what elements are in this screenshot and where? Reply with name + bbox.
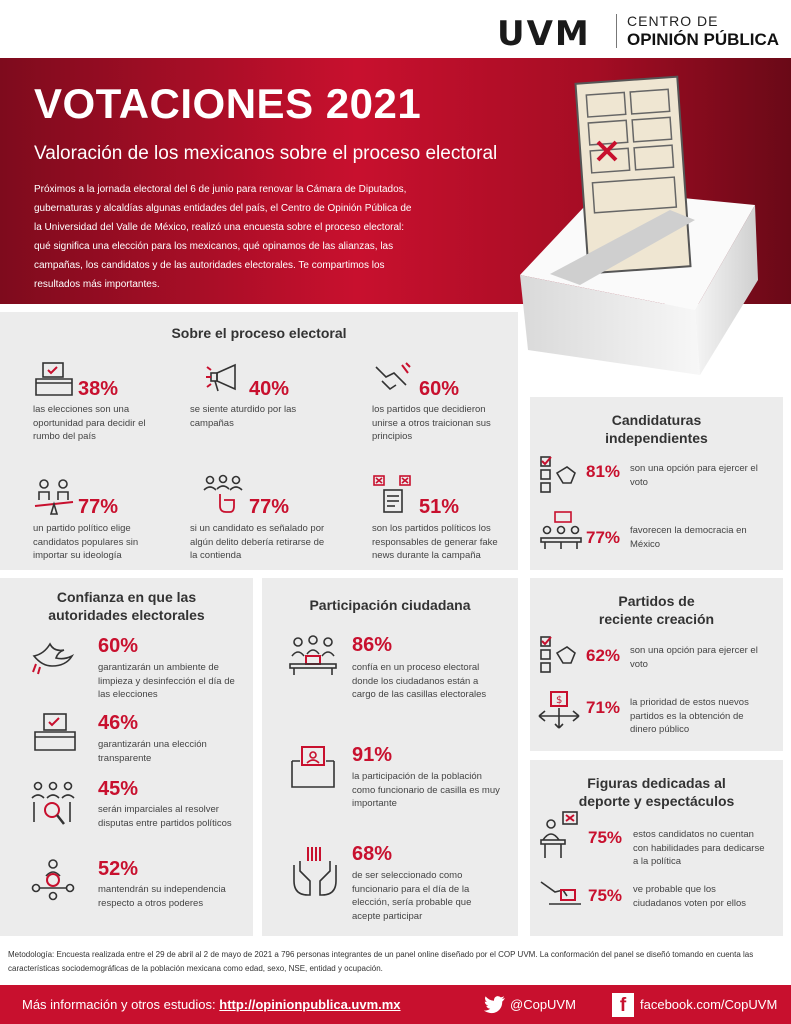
stat-text: ve probable que los ciudadanos voten por…: [633, 884, 747, 909]
proceso-title: Sobre el proceso electoral: [171, 325, 347, 341]
independientes-title: Candidaturas independientes: [605, 412, 708, 446]
figuras-title: Figuras dedicadas al deporte y espectácu…: [578, 775, 735, 809]
stat-text: son una opción para ejercer el voto: [630, 463, 758, 488]
megaphone-icon: [205, 361, 247, 397]
stat-percent: 60%: [98, 635, 139, 657]
page-title: VOTACIONES 2021: [34, 80, 422, 127]
proceso-panel: Sobre el proceso electoral: [0, 312, 518, 570]
stat-text: los partidos que decidieron unirse a otr…: [372, 404, 491, 442]
stat-text: estos candidatos no cuentan con habilida…: [633, 829, 765, 867]
stat-percent: 91%: [352, 744, 393, 766]
ballot-box-icon: [32, 712, 78, 752]
stat-text: de ser seleccionado como funcionario par…: [352, 870, 472, 922]
footer-website-link[interactable]: http://opinionpublica.uvm.mx: [219, 997, 401, 1012]
figuras-panel: Figuras dedicadas al deporte y espectácu…: [530, 760, 783, 936]
partidos-title: Partidos de reciente creación: [598, 593, 715, 627]
pointing-group-icon: [202, 474, 244, 514]
scale-people-icon: [33, 478, 75, 516]
stat-text: la participación de la población como fu…: [352, 771, 500, 809]
page-subtitle: Valoración de los mexicanos sobre el pro…: [34, 143, 498, 164]
participacion-title: Participación ciudadana: [309, 597, 471, 613]
stat-text: mantendrán su independencia respecto a o…: [98, 884, 226, 909]
footer-bar: Más información y otros estudios: http:/…: [0, 985, 791, 1024]
footer-facebook-link[interactable]: facebook.com/CopUVM: [640, 997, 778, 1012]
stat-text: si un candidato es señalado por algún de…: [190, 523, 325, 561]
ballot-box-icon: [33, 361, 75, 397]
uvm-logo: UVM: [497, 14, 591, 54]
partidos-panel: Partidos de reciente creación: [530, 578, 783, 751]
stat-percent: 62%: [586, 646, 621, 665]
raised-hands-icon: [290, 845, 340, 897]
stat-percent: 86%: [352, 634, 393, 656]
confianza-panel: Confianza en que las autoridades elector…: [0, 578, 253, 936]
twitter-icon: [484, 996, 505, 1014]
top-bar: UVM CENTRO DE OPINIÓN PÚBLICA: [0, 0, 791, 58]
checklist-icon: [539, 455, 579, 493]
stat-percent: 46%: [98, 712, 139, 734]
stat-text: confía en un proceso electoral donde los…: [352, 662, 487, 700]
stat-percent: 38%: [78, 378, 119, 400]
footer-more-info: Más información y otros estudios: http:/…: [22, 997, 401, 1012]
stat-text: un partido político elige candidatos pop…: [33, 523, 139, 561]
stat-percent: 51%: [419, 496, 460, 518]
stat-text: son los partidos políticos los responsab…: [372, 523, 498, 561]
stat-text: serán imparciales al resolver disputas e…: [98, 804, 232, 829]
money-bag-icon: $: [537, 690, 581, 730]
stat-text: son una opción para ejercer el voto: [630, 645, 758, 670]
network-people-icon: [30, 858, 76, 902]
stat-percent: 71%: [586, 698, 621, 717]
stat-text: garantizarán una elección transparente: [98, 739, 207, 764]
checklist-icon: [539, 635, 579, 673]
stat-percent: 77%: [78, 496, 119, 518]
handshake-icon: [372, 361, 414, 397]
magnifier-people-icon: [30, 780, 76, 828]
voting-hand-icon: [539, 876, 583, 912]
intro-text: Próximos a la jornada electoral del 6 de…: [34, 184, 412, 290]
stat-text: se siente aturdido por las campañas: [190, 404, 297, 429]
stat-percent: 77%: [249, 496, 290, 518]
methodology-note: Metodología: Encuesta realizada entre el…: [8, 950, 754, 973]
stat-percent: 81%: [586, 462, 621, 481]
footer-more-label: Más información y otros estudios:: [22, 997, 216, 1012]
facebook-icon: f: [612, 993, 634, 1017]
stat-percent: 52%: [98, 858, 139, 880]
stat-text: favorecen la democracia en México: [630, 525, 747, 550]
poll-workers-icon: [288, 634, 338, 676]
stat-percent: 60%: [419, 378, 460, 400]
speaker-podium-icon: [539, 810, 583, 860]
cop-logo-line2: OPINIÓN PÚBLICA: [627, 30, 780, 49]
debate-icon: [539, 510, 583, 550]
confianza-title: Confianza en que las autoridades elector…: [48, 589, 205, 623]
vote-box-icon: [288, 745, 338, 789]
stat-percent: 75%: [588, 886, 623, 905]
svg-text:$: $: [556, 695, 562, 706]
stat-text: garantizarán un ambiente de limpieza y d…: [98, 662, 235, 700]
stat-percent: 40%: [249, 378, 290, 400]
footer-twitter-handle[interactable]: @CopUVM: [510, 997, 576, 1012]
fake-news-icon: [372, 474, 414, 514]
stat-percent: 45%: [98, 778, 139, 800]
stat-text: las elecciones son una oportunidad para …: [33, 404, 146, 442]
independientes-panel: Candidaturas independientes: [530, 397, 783, 570]
stat-percent: 68%: [352, 843, 393, 865]
stat-text: la prioridad de estos nuevos partidos es…: [630, 697, 749, 735]
stat-percent: 77%: [586, 528, 621, 547]
dove-icon: [30, 634, 76, 678]
logo-divider: [616, 14, 617, 48]
stat-percent: 75%: [588, 828, 623, 847]
ballot-box-illustration-icon: [520, 75, 758, 375]
cop-logo-line1: CENTRO DE: [627, 13, 719, 29]
